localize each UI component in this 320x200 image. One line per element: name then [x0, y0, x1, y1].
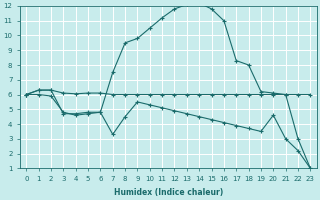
X-axis label: Humidex (Indice chaleur): Humidex (Indice chaleur): [114, 188, 223, 197]
